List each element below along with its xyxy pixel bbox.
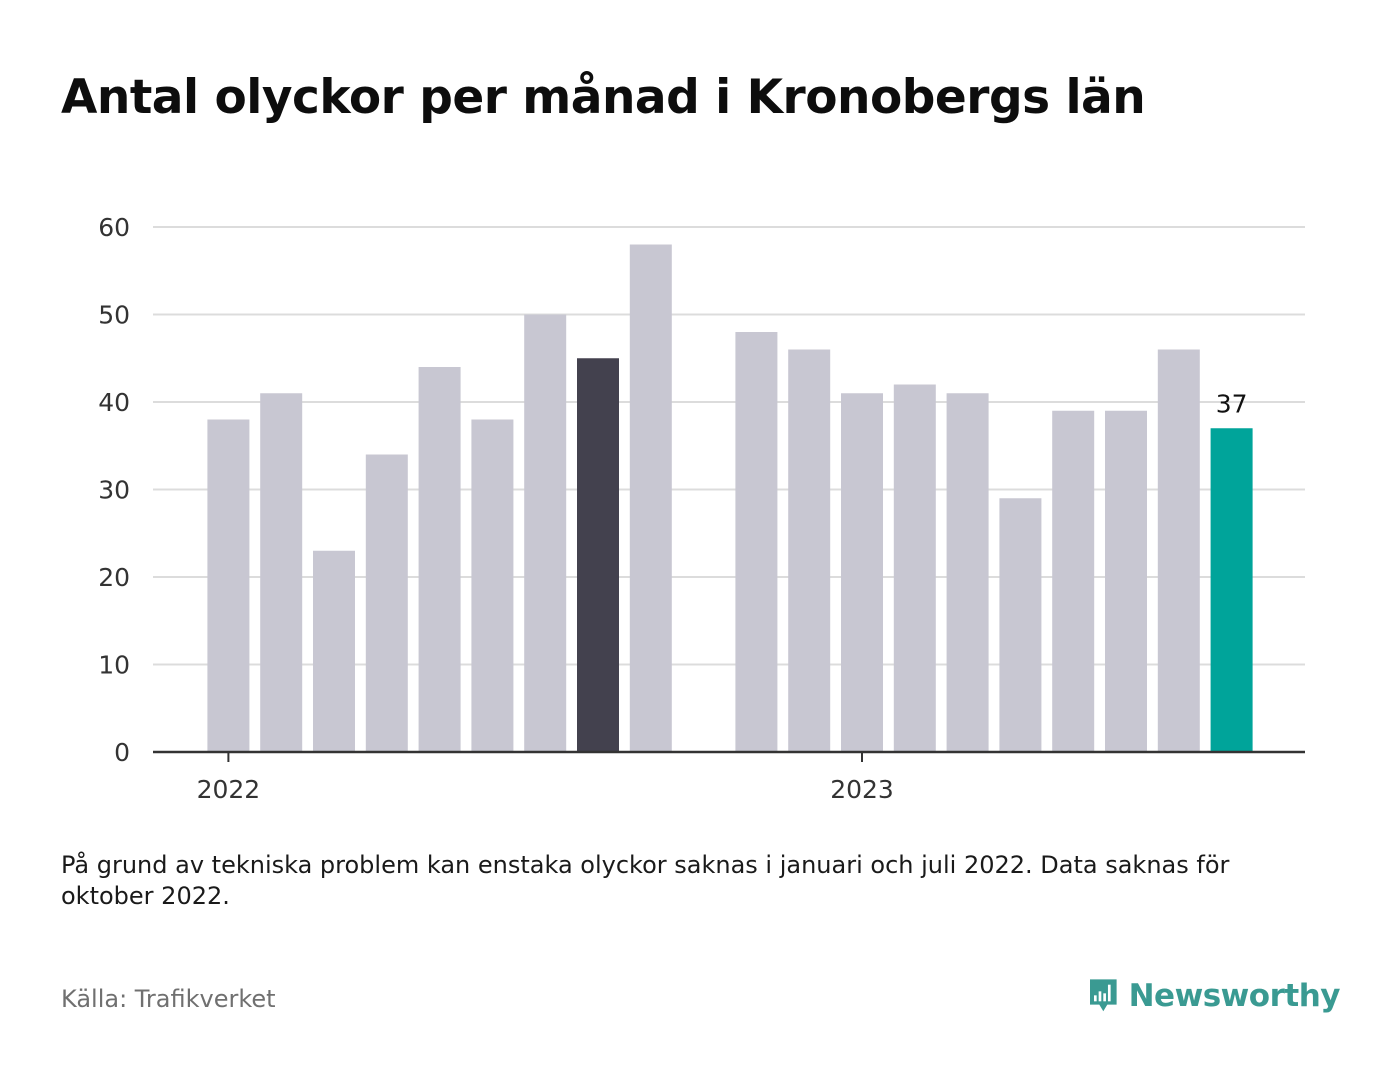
bar-2023-04 — [999, 498, 1042, 752]
y-tick-label: 40 — [98, 388, 130, 417]
bar-2023-06 — [1105, 410, 1147, 752]
source-note: Källa: Trafikverket — [61, 985, 276, 1013]
bar-2023-07 — [1157, 349, 1200, 752]
y-tick-label: 20 — [98, 563, 130, 592]
bar-2022-11 — [735, 332, 778, 752]
data-label-latest: 37 — [1216, 389, 1248, 418]
footnote: På grund av tekniska problem kan enstaka… — [61, 851, 1230, 910]
bar-2022-01 — [207, 419, 250, 752]
bar-2022-05 — [418, 367, 461, 752]
chart-title: Antal olyckor per månad i Kronobergs län — [61, 70, 1146, 125]
bar-chart: 0 10 20 30 40 50 60 37 2022 2023 — [98, 213, 1305, 804]
brand-name: Newsworthy — [1128, 978, 1341, 1014]
bar-2022-02 — [260, 393, 303, 752]
brand: Newsworthy — [1090, 970, 1341, 1022]
y-tick-label: 30 — [98, 476, 130, 505]
x-tick-label: 2022 — [197, 775, 261, 804]
bar-2022-04 — [365, 454, 408, 752]
bar-2023-02 — [893, 384, 936, 752]
y-tick-label: 60 — [98, 213, 130, 242]
bar-2022-06 — [471, 419, 514, 752]
bar-2023-03 — [946, 393, 989, 752]
newsworthy-logo-icon — [1090, 979, 1117, 1012]
x-tick-label: 2023 — [830, 775, 894, 804]
y-tick-label: 0 — [114, 738, 130, 767]
bar-2023-08 — [1210, 428, 1253, 752]
bar-2023-05 — [1052, 410, 1095, 752]
bar-2022-03 — [313, 550, 355, 752]
bar-2022-09 — [629, 244, 672, 752]
y-tick-label: 50 — [98, 301, 130, 330]
y-tick-label: 10 — [98, 651, 130, 680]
bar-2022-07 — [524, 314, 567, 752]
bar-2023-01 — [841, 393, 883, 752]
bar-2022-08 — [577, 358, 619, 752]
bar-2022-12 — [788, 349, 831, 752]
